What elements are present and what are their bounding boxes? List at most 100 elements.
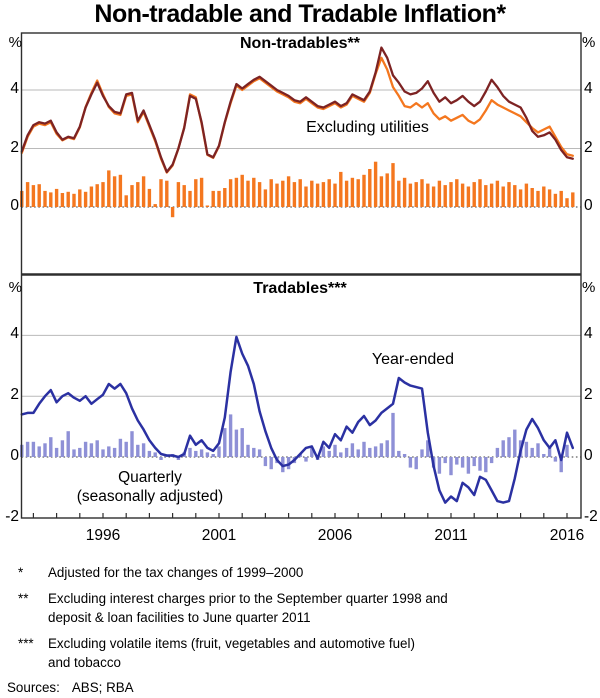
footnote-text: Excluding volatile items (fruit, vegetab… [48, 634, 587, 672]
quarterly-bar [37, 446, 41, 457]
footnote-symbol: * [18, 565, 24, 580]
quarterly-bar [449, 182, 453, 207]
footnote-list: * Adjusted for the tax changes of 1999–20… [7, 563, 587, 672]
quarterly-bar [408, 457, 413, 468]
footnote: *** Excluding volatile items (fruit, vege… [7, 634, 587, 672]
quarterly-bar [159, 179, 163, 207]
quarterly-bar [188, 190, 192, 207]
y-tick-label: 0 [10, 447, 19, 464]
quarterly-bar [31, 441, 36, 457]
quarterly-bar [194, 450, 198, 457]
y-tick-label: 2 [10, 138, 19, 156]
quarterly-bar [310, 447, 314, 457]
quarterly-bar [513, 185, 517, 207]
footnote-text: Excluding interest charges prior to the … [48, 589, 587, 627]
quarterly-bar [240, 428, 244, 457]
quarterly-bar [402, 454, 407, 457]
footnote: ** Excluding interest charges prior to th… [7, 589, 587, 627]
quarterly-bar [414, 182, 418, 207]
quarterly-bar [443, 457, 447, 464]
quarterly-bar [223, 428, 227, 457]
quarterly-bar [124, 195, 128, 207]
quarterly-bar [199, 177, 204, 208]
quarterly-bar [72, 449, 76, 457]
footnote-line: Excluding interest charges prior to the … [48, 591, 448, 606]
quarterly-bar [246, 444, 250, 457]
panel-title-non-tradables: Non-tradables** [239, 35, 361, 52]
quarterly-bar [112, 176, 117, 207]
quarterly-bar [60, 440, 65, 457]
quarterly-bar [298, 179, 302, 207]
y-tick-label: 4 [10, 325, 19, 343]
quarterly-bar [136, 182, 140, 207]
quarterly-bar [321, 182, 326, 207]
quarterly-bar [194, 179, 198, 207]
quarterly-bar [536, 190, 540, 207]
quarterly-bar [385, 173, 389, 207]
quarterly-bar [443, 185, 447, 207]
quarterly-bar [397, 180, 401, 207]
quarterly-bar [83, 441, 88, 457]
quarterly-bar [559, 457, 563, 473]
quarterly-bar [524, 183, 529, 207]
quarterly-bar [66, 191, 70, 207]
quarterly-bar [373, 446, 378, 457]
quarterly-bar [43, 190, 47, 207]
quarterly-bar [101, 182, 105, 207]
quarterly-bar [310, 180, 314, 207]
y-tick-label: 2 [10, 386, 19, 404]
quarterly-bar [147, 188, 152, 207]
quarterly-bar [153, 204, 157, 207]
quarterly-bar [25, 441, 30, 457]
quarterly-bar [495, 180, 500, 207]
quarterly-bar [107, 446, 111, 457]
quarterly-bar [107, 170, 111, 207]
quarterly-bar [25, 182, 30, 207]
quarterly-bar [37, 184, 41, 207]
percent-label-bottom-right: % [582, 279, 596, 296]
line-series [20, 46, 574, 174]
quarterly-bar [188, 447, 192, 457]
series-label-seasonally-adjusted: (seasonally adjusted) [76, 488, 224, 505]
quarterly-bar [153, 452, 157, 457]
footnote-line: Excluding volatile items (fruit, vegetab… [48, 636, 415, 651]
quarterly-bar [136, 444, 140, 457]
quarterly-bar [344, 447, 349, 457]
series-label-quarterly: Quarterly [118, 469, 182, 486]
quarterly-bar [437, 180, 442, 207]
quarterly-bar [95, 440, 99, 457]
quarterly-bar [240, 174, 244, 207]
quarterly-bar [402, 177, 407, 208]
quarterly-bar [414, 457, 418, 470]
quarterly-bar [211, 454, 215, 457]
quarterly-bar [489, 183, 494, 207]
x-tick-label-2001: 2001 [201, 527, 237, 544]
quarterly-bar [141, 443, 146, 457]
percent-label-top-right: % [582, 34, 596, 51]
line-series [20, 56, 574, 174]
quarterly-bar [501, 440, 505, 457]
sources-line: Sources: ABS; RBA [7, 678, 587, 697]
quarterly-bar [455, 179, 459, 207]
page-title: Non-tradable and Tradable Inflation* [94, 0, 506, 28]
quarterly-bar [524, 441, 529, 457]
quarterly-bar [391, 412, 395, 457]
quarterly-bar [199, 449, 204, 457]
quarterly-bar [83, 191, 88, 207]
quarterly-bar [118, 174, 123, 207]
quarterly-bar [565, 444, 569, 457]
quarterly-bar [246, 180, 250, 207]
quarterly-bar [281, 180, 285, 207]
quarterly-bar [165, 180, 169, 207]
y-tick-label: 2 [584, 138, 593, 156]
quarterly-bar [89, 443, 94, 457]
quarterly-bar [547, 189, 552, 207]
quarterly-bar [234, 429, 239, 457]
x-tick-label-1996: 1996 [85, 527, 121, 544]
quarterly-bar [269, 179, 273, 207]
quarterly-bar [217, 446, 221, 457]
quarterly-bar [95, 184, 99, 207]
quarterly-bar [49, 437, 53, 457]
y-tick-label: 4 [10, 80, 19, 97]
quarterly-bar [257, 449, 262, 457]
